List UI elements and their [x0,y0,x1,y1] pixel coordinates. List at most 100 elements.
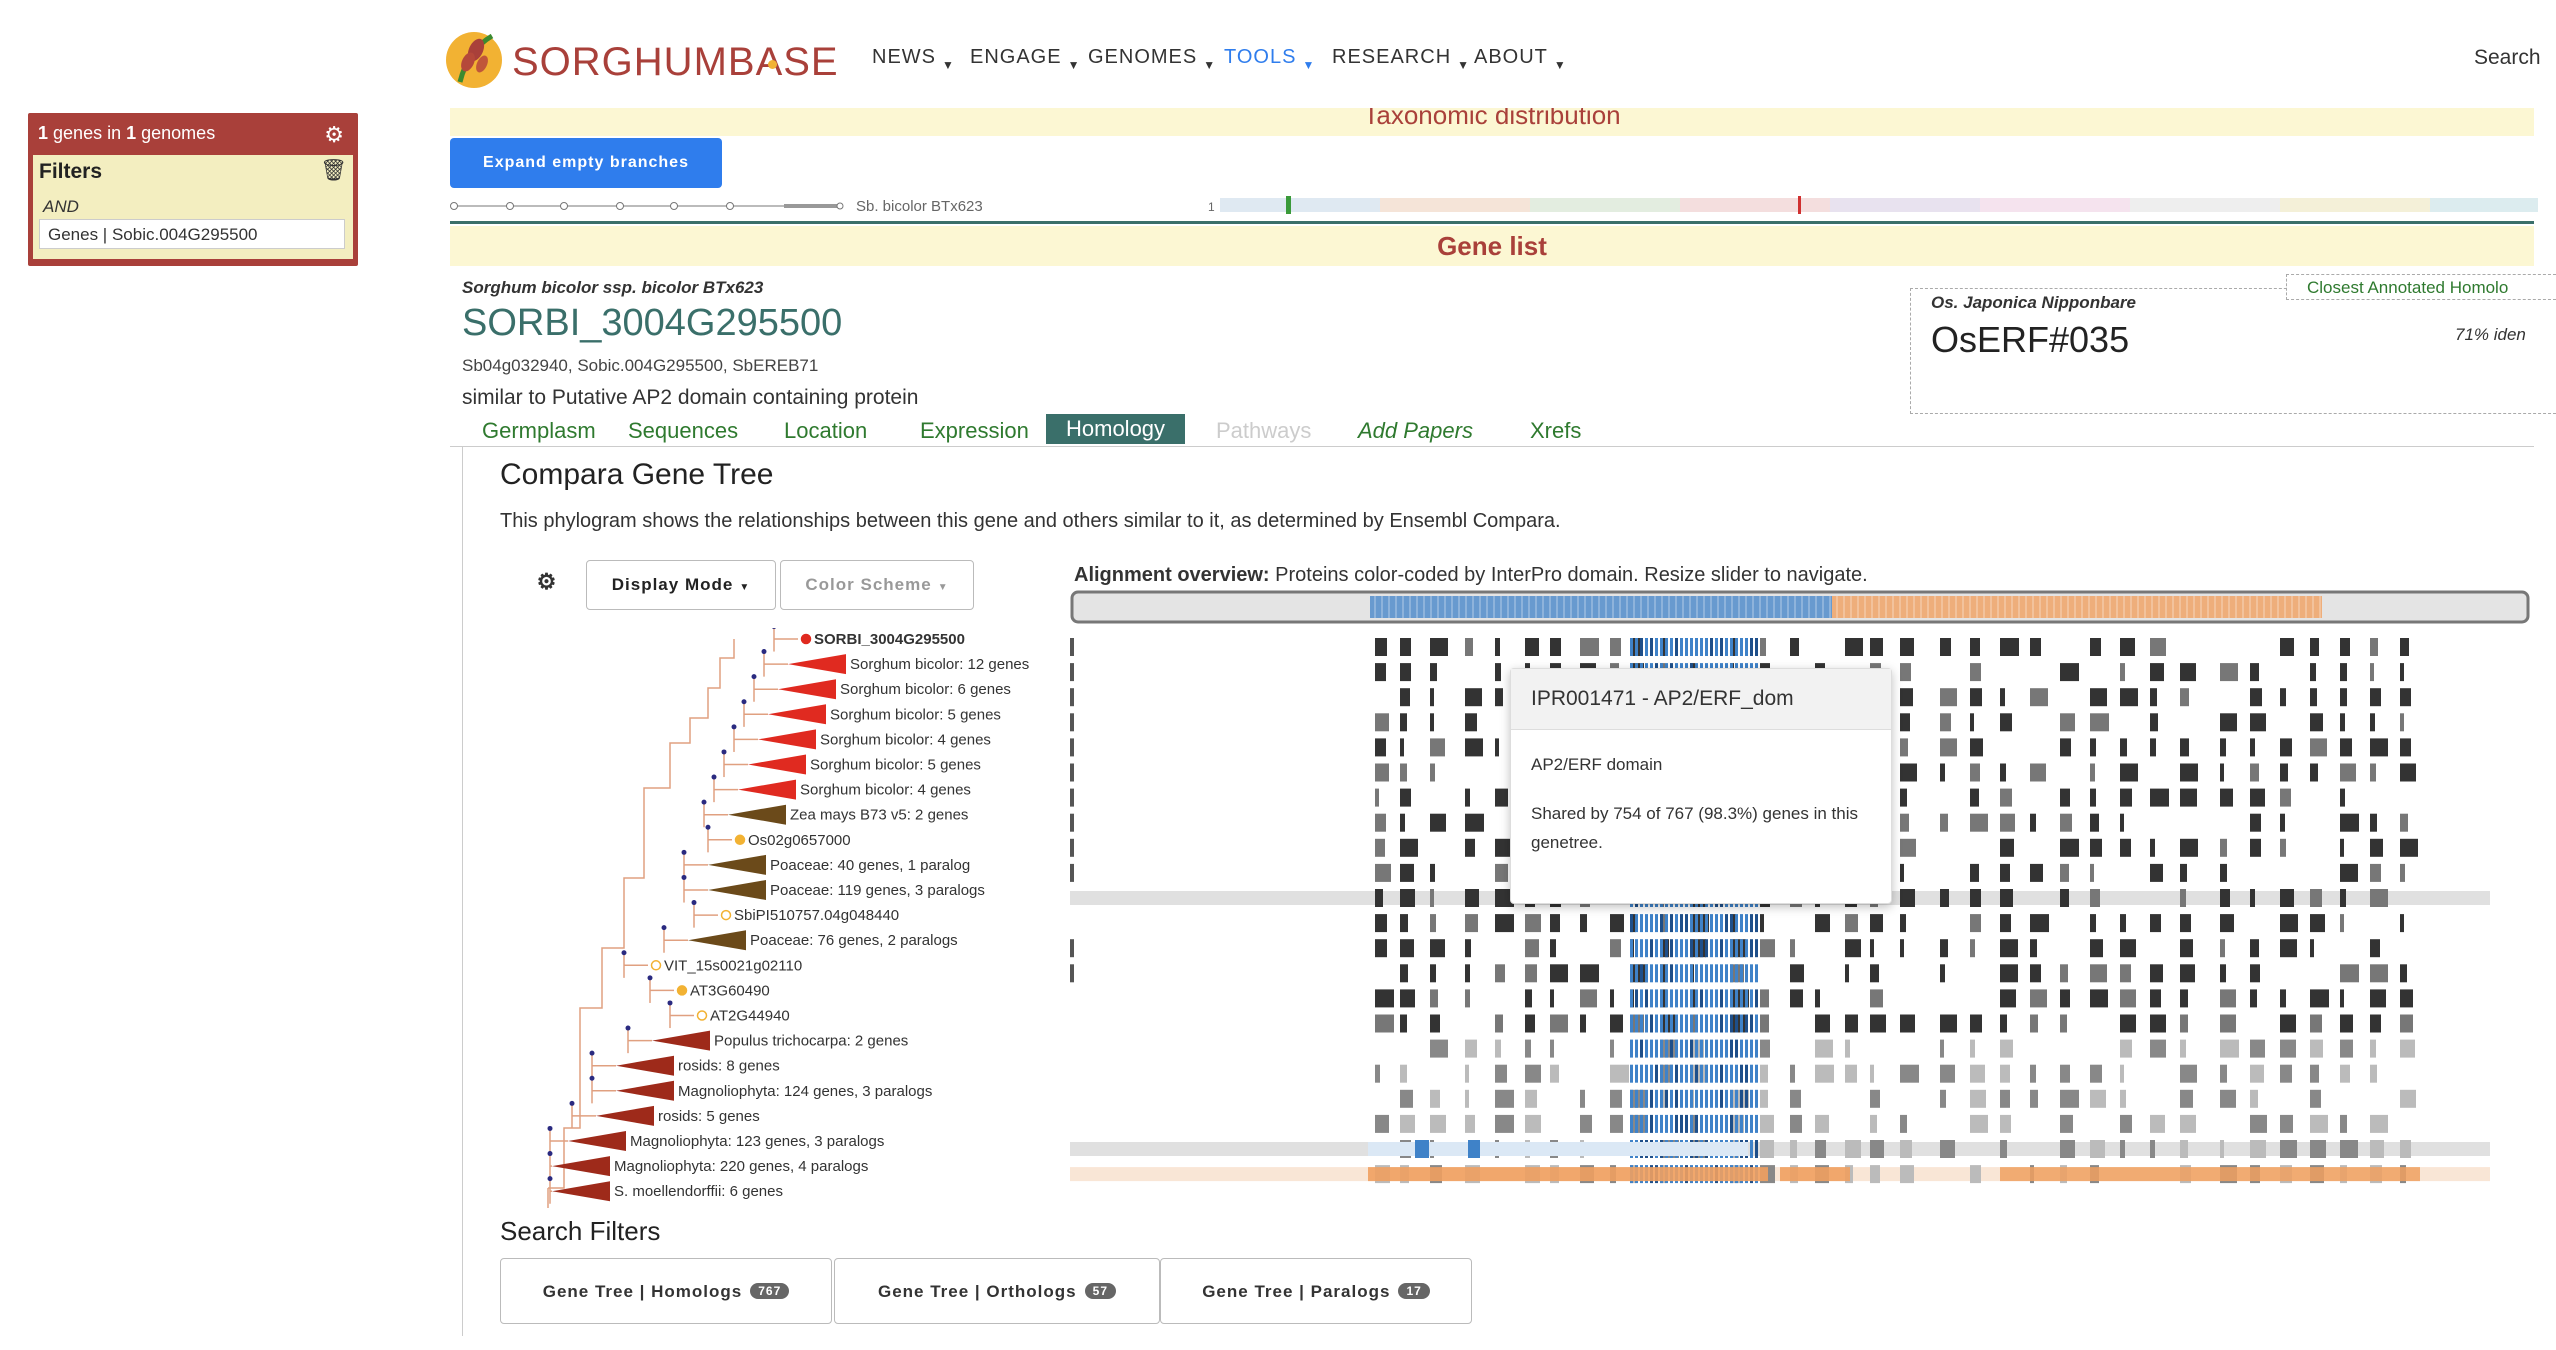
collapsed-clade-triangle[interactable] [778,679,836,700]
leaf-node[interactable] [696,1010,708,1021]
logo-text[interactable]: SORGHUMBASE [512,40,839,84]
alignment-row[interactable] [1070,1165,2490,1184]
color-scheme-label: Color Scheme [805,575,932,594]
tab-germplasm[interactable]: Germplasm [482,418,596,443]
collapsed-clade-triangle[interactable] [768,704,826,725]
tab-sequences[interactable]: Sequences [628,418,739,443]
tree-label[interactable]: Sorghum bicolor: 4 genes [820,731,991,748]
collapsed-clade-triangle[interactable] [788,654,846,675]
search-filters-title: Search Filters [500,1216,661,1246]
gear-icon[interactable]: ⚙ [324,122,344,147]
collapsed-clade-triangle[interactable] [616,1055,674,1076]
leaf-node[interactable] [720,909,732,921]
collapsed-clade-triangle[interactable] [616,1080,674,1101]
alignment-row[interactable] [1375,1114,2388,1133]
filter-chip[interactable]: Genes | Sobic.004G295500 [39,219,345,249]
tree-label[interactable]: AT3G60490 [690,982,770,999]
tree-label[interactable]: S. moellendorffii: 6 genes [614,1183,783,1200]
tree-label[interactable]: Zea mays B73 v5: 2 genes [790,807,968,824]
tree-label[interactable]: Sorghum bicolor: 5 genes [830,706,1001,723]
alignment-title: Alignment overview: [1074,564,1270,586]
tree-label[interactable]: VIT_15s0021g02110 [664,957,802,974]
alignment-row[interactable] [1375,914,2404,933]
tree-label[interactable]: Sorghum bicolor: 4 genes [800,782,971,799]
filter-operator[interactable]: AND [43,197,79,216]
tree-label[interactable]: Sorghum bicolor: 12 genes [850,656,1029,673]
tree-label[interactable]: rosids: 5 genes [658,1108,760,1125]
gene-id[interactable]: SORBI_3004G295500 [462,302,843,344]
nav-genomes[interactable]: GENOMES ▼ [1088,46,1216,72]
tree-label[interactable]: rosids: 8 genes [678,1058,780,1075]
tab-expression[interactable]: Expression [920,418,1029,443]
slider-texture [2060,596,2062,618]
tree-label[interactable]: Sorghum bicolor: 6 genes [840,681,1011,698]
alignment-row[interactable] [1375,1014,2413,1033]
tree-label[interactable]: Poaceae: 40 genes, 1 paralog [770,857,970,874]
nav-research[interactable]: RESEARCH ▼ [1332,46,1470,72]
tree-label[interactable]: AT2G44940 [710,1008,790,1025]
tree-label[interactable]: SbiPI510757.04g048440 [734,907,899,924]
tree-label[interactable]: Poaceae: 76 genes, 2 paralogs [750,932,958,949]
alignment-row[interactable] [1400,1089,2416,1108]
alignment-row[interactable] [1375,989,2413,1008]
collapsed-clade-triangle[interactable] [738,779,796,800]
collapsed-clade-triangle[interactable] [708,854,766,875]
collapsed-clade-triangle[interactable] [596,1105,654,1126]
closest-homolog-box[interactable]: Os. Japonica Nipponbare OsERF#035 71% id… [1910,288,2556,414]
tab-location[interactable]: Location [784,418,868,443]
slider-texture [2165,596,2167,618]
slider-texture [2158,596,2160,618]
leaf-node[interactable] [734,834,746,846]
filter-summary: 1 genes in 1 genomes [28,113,358,151]
collapsed-clade-triangle[interactable] [552,1181,610,1202]
alignment-row[interactable] [1070,939,2380,958]
collapsed-clade-triangle[interactable] [552,1156,610,1177]
expand-empty-branches-button[interactable]: Expand empty branches [450,138,722,188]
tree-label[interactable]: Poaceae: 119 genes, 3 paralogs [770,882,985,899]
orthologs-button[interactable]: Gene Tree | Orthologs 57 [834,1258,1160,1324]
sorghumbase-logo-icon[interactable] [440,22,506,92]
leaf-node[interactable] [650,960,662,971]
slider-texture [1493,596,1495,618]
tree-label[interactable]: Magnoliophyta: 220 genes, 4 paralogs [614,1158,868,1175]
color-scheme-dropdown[interactable]: Color Scheme ▼ [780,560,974,610]
trash-icon[interactable]: 🗑 [320,159,347,182]
collapsed-clade-triangle[interactable] [708,880,766,900]
nav-news[interactable]: NEWS ▼ [872,46,955,72]
slider-texture [1829,596,1831,618]
homologs-button[interactable]: Gene Tree | Homologs 767 [500,1258,832,1324]
nav-about[interactable]: ABOUT ▼ [1474,46,1567,72]
gene-tree[interactable]: SORBI_3004G295500 Sorghum bicolor: 12 gen… [520,628,1080,1208]
alignment-row[interactable] [1070,638,2409,656]
tree-label[interactable]: SORBI_3004G295500 [814,631,965,648]
paralogs-button[interactable]: Gene Tree | Paralogs 17 [1160,1258,1472,1324]
alignment-row[interactable] [1430,1039,2415,1058]
tree-label[interactable]: Magnoliophyta: 124 genes, 3 paralogs [678,1083,932,1100]
alignment-row[interactable] [1070,1140,2490,1158]
display-mode-dropdown[interactable]: Display Mode ▼ [586,560,776,610]
nav-tools[interactable]: TOOLS ▼ [1224,46,1315,72]
settings-gear-icon[interactable]: ⚙ [514,558,580,608]
collapsed-clade-triangle[interactable] [688,930,746,951]
tree-label[interactable]: Magnoliophyta: 123 genes, 3 paralogs [630,1133,884,1150]
collapsed-clade-triangle[interactable] [728,804,786,825]
tree-label[interactable]: Os02g0657000 [748,832,851,849]
collapsed-clade-triangle[interactable] [568,1131,626,1151]
alignment-row[interactable] [1070,964,2407,983]
nav-engage[interactable]: ENGAGE ▼ [970,46,1080,72]
tab-homology[interactable]: Homology [1046,414,1186,444]
collapsed-clade-triangle[interactable] [748,754,806,775]
slider-texture [2298,596,2300,618]
tree-label[interactable]: Populus trichocarpa: 2 genes [714,1033,908,1050]
collapsed-clade-triangle[interactable] [652,1030,710,1051]
search-link[interactable]: Search [2474,46,2541,69]
collapsed-clade-triangle[interactable] [758,729,816,750]
tab-xrefs[interactable]: Xrefs [1530,418,1582,443]
slider-texture [1612,596,1614,618]
tab-add-papers[interactable]: Add Papers [1358,418,1473,443]
slider-texture [1451,596,1453,618]
tree-label[interactable]: Sorghum bicolor: 5 genes [810,757,981,774]
leaf-node[interactable] [676,985,688,996]
alignment-row[interactable] [1375,1064,2377,1083]
leaf-node[interactable] [800,633,812,645]
